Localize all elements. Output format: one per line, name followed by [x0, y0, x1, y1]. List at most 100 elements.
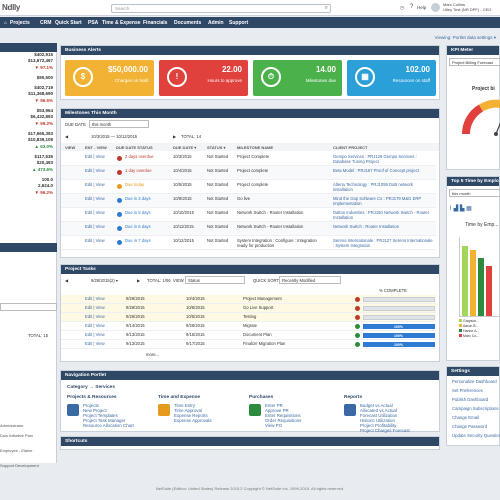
- search-icon[interactable]: ⌕: [324, 5, 328, 11]
- nav-link[interactable]: Project Profitability: [360, 423, 397, 428]
- alert-tile[interactable]: ! 22.00 Hours to approve: [159, 60, 248, 96]
- client-project-link[interactable]: Gempo Services : PRJ128 Gempo Services :…: [333, 154, 417, 164]
- left-item[interactable]: Administrator: [0, 423, 24, 428]
- edit-view-link[interactable]: Edit | View: [85, 196, 105, 201]
- edit-view-link[interactable]: Edit | View: [85, 305, 105, 310]
- client-project-link[interactable]: Mind the Gap Software Co : PRJ179 M&G ER…: [333, 196, 422, 206]
- column-header[interactable]: VIEW: [65, 144, 76, 150]
- client-project-link[interactable]: Network Switch : Router Installation: [333, 224, 400, 229]
- quick-sort-select[interactable]: Recently Modified: [279, 276, 341, 284]
- help-icon[interactable]: ?: [410, 4, 414, 10]
- status-dot: [117, 156, 122, 161]
- nav-link[interactable]: View PO: [265, 423, 283, 428]
- help-link[interactable]: Help: [417, 5, 427, 10]
- chart-type-icons[interactable]: ⌇ ▟ ▙ ▦: [449, 206, 472, 212]
- alert-tile[interactable]: ⏱ 14.00 Milestones due: [253, 60, 342, 96]
- left-item[interactable]: Support Development: [0, 463, 39, 468]
- nav-link[interactable]: Enter PR: [265, 403, 283, 408]
- alert-tile[interactable]: ▦ 102.00 Resources on staff: [347, 60, 436, 96]
- column-header[interactable]: DUE DATE STATUS: [116, 144, 153, 150]
- settings-link[interactable]: Change Email: [452, 415, 479, 420]
- next-page-button[interactable]: ▶: [137, 278, 141, 283]
- edit-view-link[interactable]: Edit | View: [85, 323, 105, 328]
- milestone-status: Not Started: [207, 154, 229, 159]
- nav-link[interactable]: Budget vs Actual: [360, 403, 393, 408]
- nav-link[interactable]: Resource Allocation Chart: [83, 423, 134, 428]
- settings-link[interactable]: Change Password: [452, 424, 488, 429]
- top5-select[interactable]: this month: [449, 189, 500, 197]
- menu-quick-start[interactable]: Quick Start: [55, 19, 82, 26]
- prev-page-button[interactable]: ◀: [65, 134, 69, 139]
- client-project-link[interactable]: Sereno Internationale : PRJ127 Sereno In…: [333, 238, 433, 248]
- client-project-link[interactable]: Altena Technology : PRJ1059 DoB network …: [333, 182, 413, 192]
- menu-financials[interactable]: Financials: [143, 19, 168, 26]
- nav-link[interactable]: Project Charges Forecast: [360, 428, 410, 433]
- app-logo[interactable]: Ndlly: [2, 3, 21, 12]
- settings-link[interactable]: Personalize Dashboard: [452, 379, 497, 384]
- settings-link[interactable]: Publish Dashboard: [452, 397, 489, 402]
- edit-view-link[interactable]: Edit | View: [85, 296, 105, 301]
- recent-icon[interactable]: ◷: [400, 5, 404, 10]
- nav-link[interactable]: Expense Approvals: [174, 418, 212, 423]
- avatar[interactable]: [431, 3, 440, 12]
- edit-view-link[interactable]: Edit | View: [85, 154, 105, 159]
- edit-view-link[interactable]: Edit | View: [85, 314, 105, 319]
- prev-page-button[interactable]: ◀: [65, 278, 69, 283]
- nav-link[interactable]: Forecast Utilization: [360, 413, 398, 418]
- nav-link[interactable]: Time Approval: [174, 408, 202, 413]
- nav-link[interactable]: Projects: [83, 403, 99, 408]
- menu-crm[interactable]: CRM: [40, 19, 52, 26]
- edit-view-link[interactable]: Edit | View: [85, 332, 105, 337]
- menu-admin[interactable]: Admin: [208, 19, 224, 26]
- edit-view-link[interactable]: Edit | View: [85, 341, 105, 346]
- edit-view-link[interactable]: Edit | View: [85, 168, 105, 173]
- nav-link[interactable]: Approve PR: [265, 408, 289, 413]
- nav-link[interactable]: New Project: [83, 408, 107, 413]
- nav-link[interactable]: Allocated vs Actual: [360, 408, 397, 413]
- next-page-button[interactable]: ▶: [173, 134, 177, 139]
- edit-view-link[interactable]: Edit | View: [85, 224, 105, 229]
- category-breadcrumb[interactable]: Category → Services: [67, 385, 115, 390]
- more-link[interactable]: more...: [146, 352, 160, 357]
- shortcuts-title: Shortcuts: [61, 437, 439, 446]
- view-select[interactable]: Status: [185, 276, 245, 284]
- alert-tile[interactable]: $ $50,000.00 Charges on hold: [65, 60, 154, 96]
- percent-complete-value: 100%: [394, 343, 403, 347]
- home-icon[interactable]: ⌂: [4, 19, 8, 26]
- client-project-link[interactable]: Beta Model : PRJ167 Proof of Concept pro…: [333, 168, 419, 173]
- left-item[interactable]: Employee - Elaine: [0, 448, 33, 453]
- nav-link[interactable]: Time Entry: [174, 403, 196, 408]
- menu-support[interactable]: Support: [229, 19, 249, 26]
- nav-link[interactable]: Enter Requisitions: [265, 413, 301, 418]
- menu-documents[interactable]: Documents: [174, 19, 202, 26]
- column-header[interactable]: MILESTONE NAME: [237, 144, 274, 150]
- nav-link[interactable]: Historic Utilization: [360, 418, 395, 423]
- edit-view-link[interactable]: Edit | View: [85, 210, 105, 215]
- settings-link[interactable]: Set Preferences: [452, 388, 483, 393]
- left-item[interactable]: Duis Initiative Plan: [0, 433, 33, 438]
- portlet-settings-link[interactable]: Viewing: Portlet data settings ▾: [434, 35, 496, 40]
- due-date-select[interactable]: this month: [89, 120, 149, 128]
- nav-link[interactable]: Order Requisitions: [265, 418, 302, 423]
- date-range[interactable]: 10/3/2015 — 10/12/2015: [91, 134, 138, 139]
- nav-link[interactable]: Project Templates: [83, 413, 118, 418]
- user-menu[interactable]: Marc Collins Utley Test (NR DPF) - CEO: [443, 2, 491, 12]
- settings-link[interactable]: Campaign Subscriptions: [452, 406, 499, 411]
- column-header[interactable]: CLIENT PROJECT: [333, 144, 368, 150]
- column-header[interactable]: DUE DATE ▾: [173, 144, 197, 150]
- menu-psa[interactable]: PSA: [88, 19, 99, 26]
- task-range-select[interactable]: 9/28/2015(2) ▾: [91, 278, 119, 283]
- nav-link[interactable]: Project Task Manager: [83, 418, 126, 423]
- left-select[interactable]: [0, 303, 57, 311]
- kpi-select[interactable]: Project Billing Forecast: [449, 58, 500, 66]
- settings-link[interactable]: Update Security Questions: [452, 433, 500, 438]
- edit-view-link[interactable]: Edit | View: [85, 238, 105, 243]
- menu-projects[interactable]: Projects: [10, 19, 30, 26]
- global-search-input[interactable]: Search ⌕: [111, 4, 331, 13]
- edit-view-link[interactable]: Edit | View: [85, 182, 105, 187]
- nav-link[interactable]: Expense Reports: [174, 413, 208, 418]
- client-project-link[interactable]: Dalton Industries : PRJ150 Network Switc…: [333, 210, 430, 220]
- menu-time-expense[interactable]: Time & Expense: [102, 19, 141, 26]
- column-header[interactable]: STATUS ▾: [207, 144, 226, 150]
- column-header[interactable]: ENT - VIEW: [85, 144, 107, 150]
